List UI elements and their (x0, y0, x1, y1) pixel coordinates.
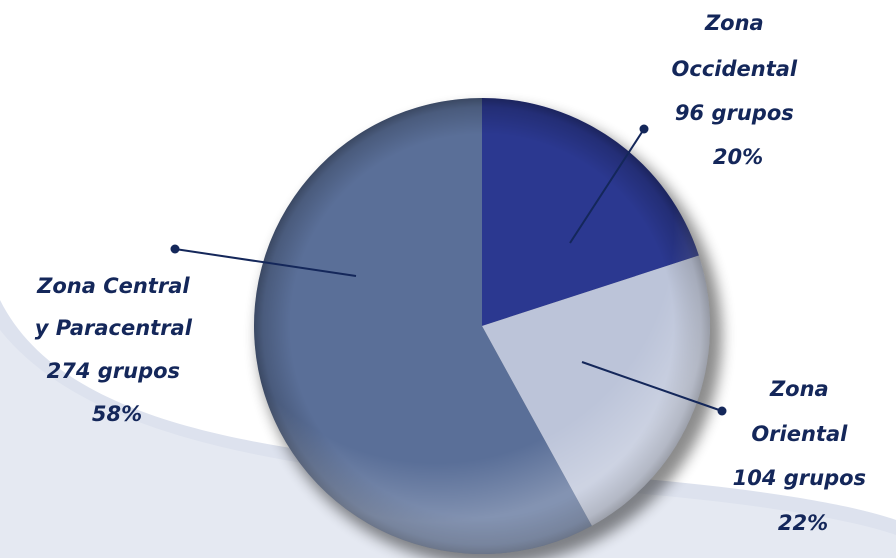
slice-label-line: y Paracentral (35, 316, 193, 340)
slice-label-percent: 58% (92, 402, 142, 426)
slice-label-line: Zona Central (36, 274, 190, 298)
slice-label-oriental: Zona Oriental 104 grupos 22% (733, 377, 874, 535)
slice-label-line: Zona (704, 11, 764, 35)
pie-rim-light (254, 98, 710, 554)
leader-line-central (170, 244, 357, 277)
slice-label-line: Zona (769, 377, 829, 401)
leader-line-occidental (569, 124, 649, 244)
slice-label-line: Oriental (751, 422, 848, 446)
slice-label-line: 104 grupos (733, 466, 866, 490)
background-swoosh-light (0, 330, 896, 558)
slice-label-percent: 20% (713, 145, 763, 169)
slice-label-percent: 22% (778, 511, 828, 535)
slice-label-line: 96 grupos (675, 101, 794, 125)
leader-line-oriental (581, 361, 727, 416)
slice-label-central: Zona Central y Paracentral 274 grupos 58… (35, 274, 199, 426)
slice-label-line: 274 grupos (47, 359, 180, 383)
slice-label-line: Occidental (672, 57, 798, 81)
slice-label-occidental: Zona Occidental 96 grupos 20% (672, 11, 805, 169)
